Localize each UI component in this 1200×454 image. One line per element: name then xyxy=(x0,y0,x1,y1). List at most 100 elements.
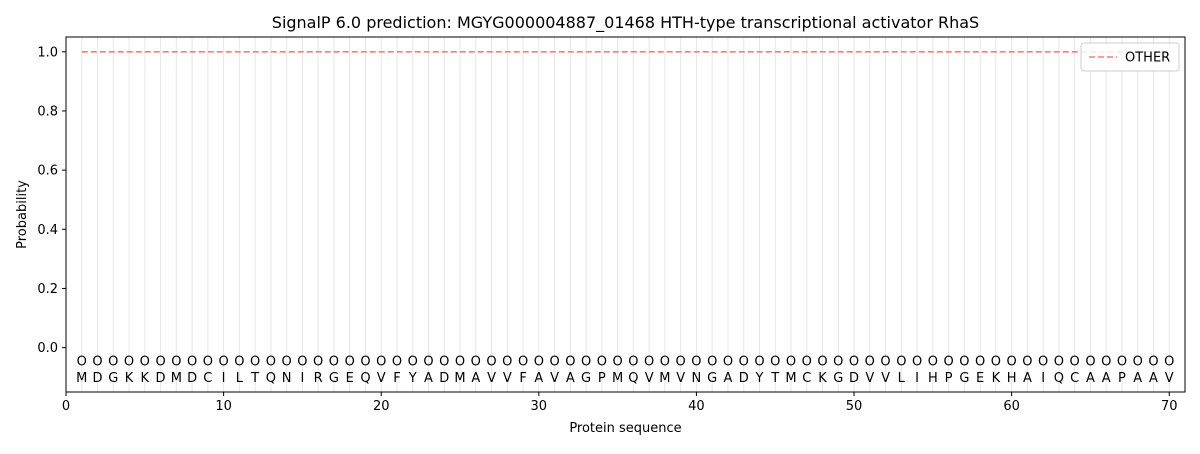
residue-letter: Q xyxy=(360,371,370,386)
predicted-label: O xyxy=(644,354,654,369)
residue-letter: C xyxy=(203,371,212,386)
predicted-label: O xyxy=(171,354,181,369)
predicted-label: O xyxy=(1070,354,1080,369)
predicted-label: O xyxy=(880,354,890,369)
residue-letter: M xyxy=(612,371,623,386)
residue-letter: H xyxy=(1007,371,1017,386)
residue-letter: K xyxy=(992,371,1001,386)
residue-letter: A xyxy=(471,371,480,386)
residue-letter: M xyxy=(659,371,670,386)
predicted-label: O xyxy=(754,354,764,369)
predicted-label: O xyxy=(786,354,796,369)
residue-letter: T xyxy=(250,371,259,386)
residue-letter: Y xyxy=(408,371,417,386)
predicted-label: O xyxy=(534,354,544,369)
residue-letter: Y xyxy=(754,371,763,386)
predicted-label: O xyxy=(124,354,134,369)
residue-letter: M xyxy=(76,371,87,386)
predicted-label: O xyxy=(565,354,575,369)
y-tick-label: 0.4 xyxy=(37,223,58,238)
residue-letter: D xyxy=(93,371,103,386)
residue-letter: I xyxy=(222,371,226,386)
predicted-label: O xyxy=(1085,354,1095,369)
residue-letter: H xyxy=(928,371,938,386)
predicted-label: O xyxy=(1022,354,1032,369)
y-tick-label: 0.2 xyxy=(37,282,58,297)
predicted-label: O xyxy=(218,354,228,369)
residue-letter: G xyxy=(959,371,969,386)
residue-letter: Q xyxy=(1054,371,1064,386)
predicted-label: O xyxy=(329,354,339,369)
x-tick-label: 50 xyxy=(846,399,863,414)
residue-gridlines xyxy=(81,37,1170,392)
residue-letter: N xyxy=(282,371,292,386)
residue-letter: V xyxy=(865,371,874,386)
predicted-label: O xyxy=(943,354,953,369)
y-tick-label: 1.0 xyxy=(37,45,58,60)
residue-letter: A xyxy=(1023,371,1032,386)
residue-letter: K xyxy=(818,371,827,386)
x-tick-label: 60 xyxy=(1003,399,1020,414)
residue-letter: G xyxy=(329,371,339,386)
x-tick-label: 30 xyxy=(531,399,548,414)
residue-letter: D xyxy=(187,371,197,386)
predicted-label: O xyxy=(376,354,386,369)
predicted-label: O xyxy=(1101,354,1111,369)
predicted-label: O xyxy=(250,354,260,369)
predicted-label: O xyxy=(723,354,733,369)
y-tick-label: 0.0 xyxy=(37,341,58,356)
residue-letter: D xyxy=(156,371,166,386)
predicted-label: O xyxy=(360,354,370,369)
predicted-label: O xyxy=(140,354,150,369)
legend-box xyxy=(1080,42,1180,72)
predicted-label: O xyxy=(1148,354,1158,369)
predicted-label: O xyxy=(739,354,749,369)
predicted-label: O xyxy=(92,354,102,369)
residue-letter: P xyxy=(1118,371,1126,386)
predicted-label: O xyxy=(770,354,780,369)
residue-letter: A xyxy=(1102,371,1111,386)
chart-title: SignalP 6.0 prediction: MGYG000004887_01… xyxy=(272,13,979,33)
predicted-label: O xyxy=(959,354,969,369)
predicted-label: O xyxy=(613,354,623,369)
residue-letter: E xyxy=(976,371,984,386)
residue-letter: I xyxy=(1041,371,1045,386)
predicted-label: O xyxy=(1054,354,1064,369)
predicted-label: O xyxy=(408,354,418,369)
predicted-label: O xyxy=(975,354,985,369)
residue-letter: V xyxy=(550,371,559,386)
predicted-label: O xyxy=(471,354,481,369)
residue-letter: V xyxy=(676,371,685,386)
predicted-label: O xyxy=(203,354,213,369)
residue-letter: E xyxy=(346,371,354,386)
residue-letter: A xyxy=(723,371,732,386)
predicted-label: O xyxy=(439,354,449,369)
residue-letter: A xyxy=(424,371,433,386)
residue-letter: K xyxy=(125,371,134,386)
predicted-label: O xyxy=(392,354,402,369)
residue-letter: C xyxy=(1070,371,1079,386)
x-axis: 0 10 20 30 40 50 60 70 xyxy=(62,392,1178,414)
y-tick-label: 0.8 xyxy=(37,104,58,119)
predicted-label: O xyxy=(896,354,906,369)
predicted-label: O xyxy=(77,354,87,369)
residue-letter: Q xyxy=(628,371,638,386)
predicted-label: O xyxy=(313,354,323,369)
predicted-label: O xyxy=(423,354,433,369)
x-axis-label: Protein sequence xyxy=(569,421,681,436)
residue-letter: M xyxy=(171,371,182,386)
residue-letter: P xyxy=(598,371,606,386)
x-tick-label: 70 xyxy=(1161,399,1178,414)
y-tick-label: 0.6 xyxy=(37,164,58,179)
x-tick-label: 40 xyxy=(688,399,705,414)
predicted-label: O xyxy=(991,354,1001,369)
predicted-label: O xyxy=(187,354,197,369)
predicted-label: O xyxy=(581,354,591,369)
predicted-label: O xyxy=(486,354,496,369)
y-axis-label: Probability xyxy=(15,180,30,249)
predicted-label: O xyxy=(1164,354,1174,369)
predicted-label: O xyxy=(849,354,859,369)
residue-letter: G xyxy=(707,371,717,386)
predicted-label: O xyxy=(455,354,465,369)
